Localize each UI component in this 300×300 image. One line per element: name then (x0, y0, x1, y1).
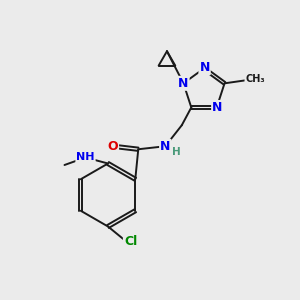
Text: CH₃: CH₃ (245, 74, 265, 84)
Text: H: H (172, 147, 181, 157)
Text: Cl: Cl (124, 235, 137, 248)
Text: N: N (200, 61, 210, 74)
Text: N: N (178, 77, 189, 90)
Text: N: N (160, 140, 170, 153)
Text: NH: NH (76, 152, 95, 163)
Text: N: N (212, 101, 223, 114)
Text: O: O (107, 140, 118, 153)
